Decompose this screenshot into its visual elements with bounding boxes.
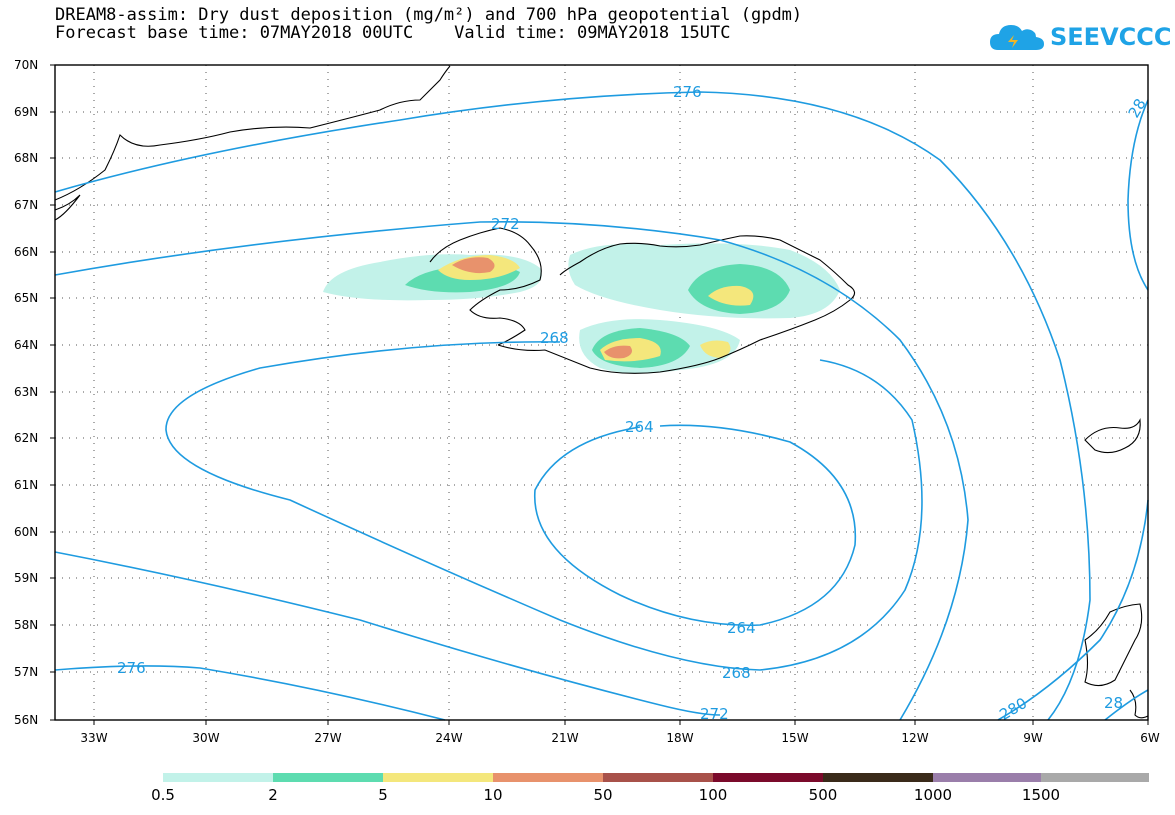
legend-label: 500 <box>809 786 838 804</box>
faroe-coast <box>1084 418 1141 454</box>
legend-swatch <box>273 773 383 782</box>
logo-text: SEEVCCC <box>1050 23 1172 51</box>
legend-swatch <box>933 773 1041 782</box>
contour-labels: 276 272 268 264 264 268 272 276 280 28 2… <box>117 83 1150 724</box>
lon-label: 21W <box>551 731 578 745</box>
coastlines <box>54 65 1149 719</box>
lon-label: 30W <box>192 731 219 745</box>
lat-label: 60N <box>14 525 38 539</box>
map-subtitle-times: Forecast base time: 07MAY2018 00UTC Vali… <box>55 23 731 43</box>
seevccc-logo: SEEVCCC <box>988 18 1172 56</box>
lat-label: 65N <box>14 291 38 305</box>
contour-label: 28 <box>1104 694 1123 712</box>
legend-label: 10 <box>483 786 502 804</box>
geopotential-contours <box>54 91 1149 721</box>
map-title: DREAM8-assim: Dry dust deposition (mg/m²… <box>55 5 803 25</box>
scotland-coast <box>1084 603 1143 687</box>
legend-label: 1000 <box>914 786 952 804</box>
shetland-coast <box>1129 689 1149 719</box>
contour-28-east-bottom <box>1104 689 1149 721</box>
legend-label: 50 <box>593 786 612 804</box>
contour-label: 264 <box>625 418 654 436</box>
lat-label: 64N <box>14 338 38 352</box>
contour-label: 276 <box>673 83 702 101</box>
lat-label: 58N <box>14 618 38 632</box>
legend-label: 5 <box>378 786 388 804</box>
legend-swatch <box>823 773 933 782</box>
lat-label: 70N <box>14 58 38 72</box>
lat-label: 66N <box>14 245 38 259</box>
legend-swatch <box>603 773 713 782</box>
legend-label: 2 <box>268 786 278 804</box>
contour-276-south <box>54 665 446 721</box>
lat-label: 63N <box>14 385 38 399</box>
contour-276-north <box>54 91 1091 721</box>
contour-28-east-top <box>1127 99 1149 291</box>
greenland-coast-south <box>54 194 81 221</box>
lat-label: 67N <box>14 198 38 212</box>
legend-swatch <box>493 773 603 782</box>
contour-label: 268 <box>722 664 751 682</box>
lon-label: 6W <box>1140 731 1160 745</box>
greenland-coast <box>54 65 451 201</box>
contour-272 <box>54 221 969 721</box>
contour-label: 272 <box>700 705 729 723</box>
contour-label: 276 <box>117 659 146 677</box>
contour-label: 28 <box>1125 96 1150 122</box>
legend-swatch <box>383 773 493 782</box>
latitude-labels: 70N 69N 68N 67N 66N 65N 64N 63N 62N 61N … <box>14 58 38 727</box>
contour-268 <box>165 341 923 671</box>
legend-label: 1500 <box>1022 786 1060 804</box>
legend-swatch <box>1041 773 1149 782</box>
iceland-main <box>497 235 856 374</box>
colorbar-legend: 0.5 2 5 10 50 100 500 1000 1500 <box>151 773 1149 804</box>
lon-label: 18W <box>666 731 693 745</box>
lat-label: 62N <box>14 431 38 445</box>
longitude-labels: 33W 30W 27W 24W 21W 18W 15W 12W 9W 6W <box>80 731 1159 745</box>
lon-label: 9W <box>1023 731 1043 745</box>
legend-label: 100 <box>699 786 728 804</box>
lat-label: 59N <box>14 571 38 585</box>
contour-272-south <box>54 551 721 716</box>
lon-label: 24W <box>435 731 462 745</box>
graticule-grid <box>55 65 1148 720</box>
cloud-logo-icon <box>990 25 1044 50</box>
legend-label: 0.5 <box>151 786 175 804</box>
legend-swatch <box>163 773 273 782</box>
contour-label: 268 <box>540 329 569 347</box>
contour-280 <box>997 499 1149 721</box>
dust-area-south-peak <box>604 345 632 359</box>
lon-label: 15W <box>781 731 808 745</box>
lat-label: 69N <box>14 105 38 119</box>
contour-label: 264 <box>727 619 756 637</box>
dust-area-west-peak <box>452 257 495 274</box>
lat-label: 68N <box>14 151 38 165</box>
lon-label: 27W <box>314 731 341 745</box>
lon-label: 12W <box>901 731 928 745</box>
legend-swatch <box>713 773 823 782</box>
contour-264 <box>533 424 857 627</box>
lat-label: 56N <box>14 713 38 727</box>
dust-area-southeast <box>700 340 731 358</box>
lon-label: 33W <box>80 731 107 745</box>
lat-label: 61N <box>14 478 38 492</box>
frame-ticks <box>50 64 1149 725</box>
iceland-westfjords <box>429 227 542 346</box>
lat-label: 57N <box>14 665 38 679</box>
dust-area-northeast-high <box>708 285 754 306</box>
contour-label: 272 <box>491 215 520 233</box>
dust-deposition-shading <box>323 243 840 374</box>
